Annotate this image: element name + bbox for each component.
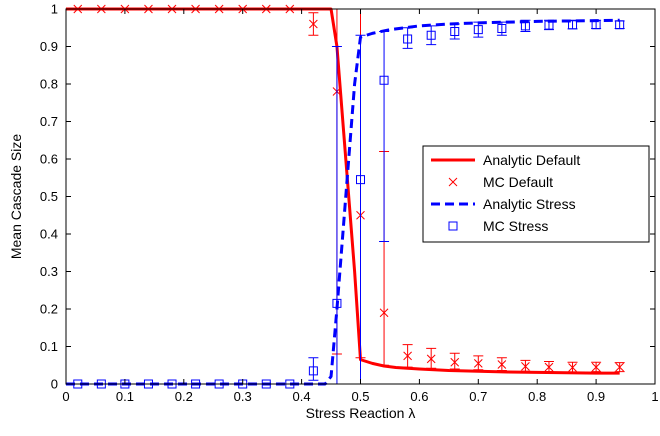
x-tick-label: 1 — [651, 389, 658, 404]
data-point — [497, 360, 507, 369]
legend-label: MC Stress — [483, 218, 548, 234]
error-bar — [402, 27, 413, 49]
data-point — [309, 19, 318, 29]
legend-swatch — [448, 221, 458, 231]
data-point — [426, 354, 436, 364]
legend-entry: MC Stress — [448, 218, 548, 234]
error-bar — [449, 352, 460, 370]
error-bar — [473, 21, 484, 38]
data-point — [568, 20, 578, 30]
y-tick-label: 0.5 — [40, 189, 58, 204]
axis-ticks: 0 0.1 0.2 0.3 0.4 0.5 0.6 0.7 0.8 0.9 1 0 0.1 0.2 0.3 0… — [40, 2, 659, 405]
data-point — [450, 357, 460, 367]
x-tick-label: 0.7 — [469, 389, 487, 404]
y-tick-label: 0.8 — [40, 77, 58, 92]
y-axis-label: Mean Cascade Size — [8, 134, 24, 260]
legend-swatch — [448, 177, 458, 187]
y-tick-label: 0 — [51, 377, 58, 392]
y-tick-label: 0.3 — [40, 264, 58, 279]
data-point — [450, 27, 460, 36]
data-point — [356, 175, 365, 185]
x-tick-label: 0.6 — [410, 389, 428, 404]
data-point — [591, 20, 601, 30]
data-point — [544, 362, 554, 372]
error-bar — [426, 25, 437, 46]
legend-label: Analytic Default — [483, 152, 580, 168]
data-point — [473, 359, 483, 368]
data-point — [497, 24, 507, 33]
error-bar — [308, 357, 319, 381]
legend-label: MC Default — [483, 174, 553, 190]
x-tick-label: 0.1 — [116, 389, 134, 404]
y-tick-label: 0.9 — [40, 39, 58, 54]
x-tick-label: 0.4 — [293, 389, 311, 404]
data-point — [403, 351, 412, 361]
data-point — [308, 366, 318, 376]
error-bar — [449, 23, 460, 40]
legend: Analytic Default MC Default Analytic Stres… — [422, 145, 650, 243]
legend-entry: Analytic Default — [431, 152, 580, 168]
y-tick-label: 1 — [51, 2, 58, 17]
x-tick-label: 0.9 — [587, 389, 605, 404]
error-bar — [379, 31, 390, 242]
data-point — [379, 75, 389, 85]
data-point — [379, 308, 389, 318]
data-point — [332, 298, 342, 308]
data-point — [521, 362, 530, 371]
y-tick-label: 0.2 — [40, 302, 58, 317]
legend-box — [422, 145, 650, 243]
data-point — [544, 20, 554, 30]
data-point — [591, 362, 601, 372]
y-tick-label: 0.6 — [40, 152, 58, 167]
series-line — [66, 7, 620, 375]
y-tick-label: 0.4 — [40, 227, 58, 242]
data-point — [615, 362, 625, 372]
data-point — [403, 34, 413, 44]
x-tick-label: 0.8 — [528, 389, 546, 404]
x-tick-label: 0 — [62, 389, 69, 404]
data-point — [568, 363, 577, 372]
data-point — [615, 20, 625, 30]
legend-label: Analytic Stress — [483, 196, 576, 212]
x-axis-label: Stress Reaction λ — [306, 405, 416, 421]
x-tick-label: 0.2 — [175, 389, 193, 404]
y-tick-label: 0.7 — [40, 114, 58, 129]
data-point — [520, 21, 530, 31]
x-tick-label: 0.5 — [351, 389, 369, 404]
data-point — [426, 30, 436, 40]
legend-entry: Analytic Stress — [431, 196, 576, 212]
legend-entry: MC Default — [448, 174, 553, 190]
y-tick-label: 0.1 — [40, 339, 58, 354]
data-point — [473, 25, 483, 35]
error-bar — [355, 34, 366, 385]
x-tick-label: 0.3 — [234, 389, 252, 404]
series-0 — [66, 7, 620, 375]
